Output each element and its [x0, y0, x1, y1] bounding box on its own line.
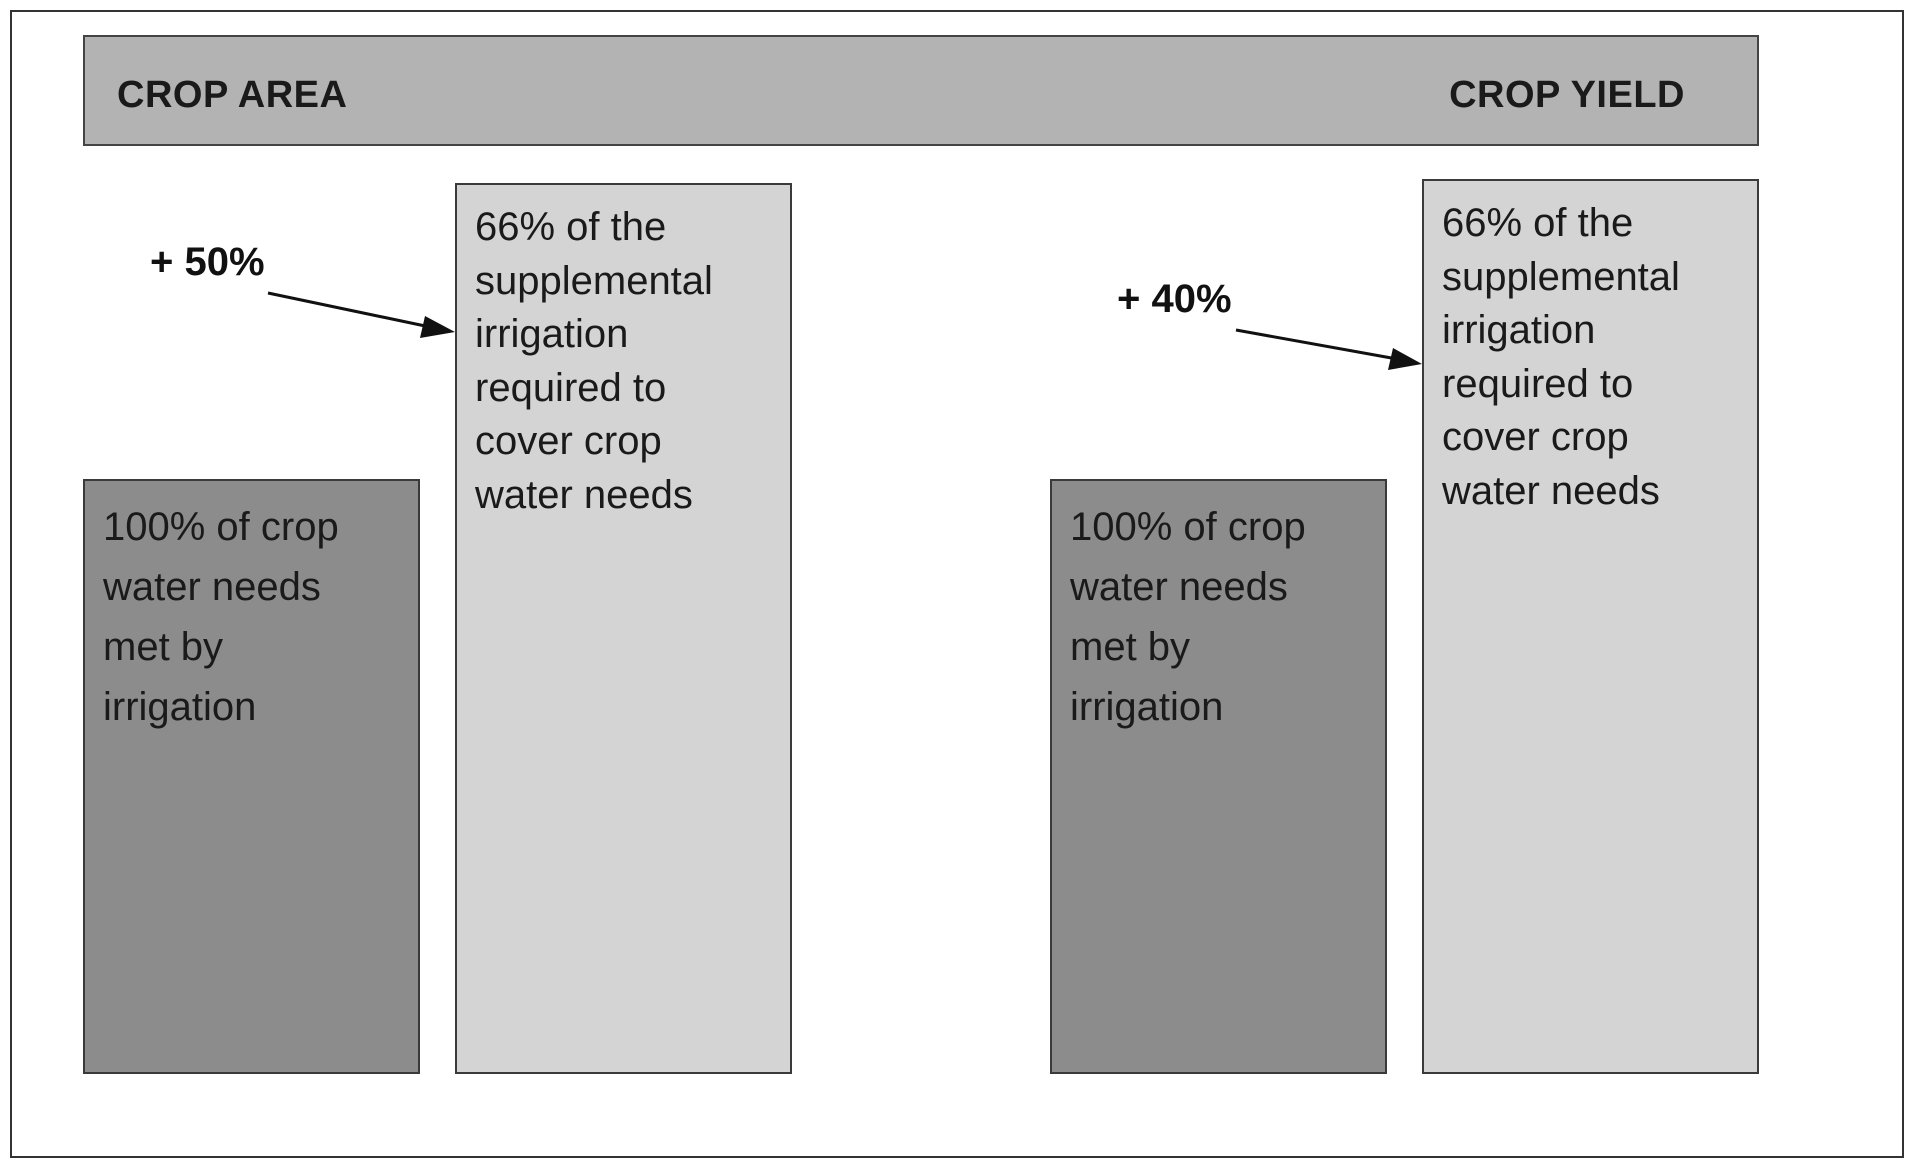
crop-yield-supplemental-bar: 66% of the supplemental irrigation requi… [1422, 179, 1759, 1074]
crop-area-base-bar: 100% of crop water needs met by irrigati… [83, 479, 420, 1074]
crop-yield-title: CROP YIELD [1449, 74, 1685, 116]
crop-yield-supplemental-bar-text: 66% of the supplemental irrigation requi… [1442, 201, 1680, 513]
crop-yield-base-bar: 100% of crop water needs met by irrigati… [1050, 479, 1387, 1074]
crop-yield-base-bar-text: 100% of crop water needs met by irrigati… [1070, 505, 1306, 729]
crop-area-supplemental-bar: 66% of the supplemental irrigation requi… [455, 183, 792, 1074]
crop-yield-increase-label: + 40% [1117, 277, 1232, 321]
crop-area-supplemental-bar-text: 66% of the supplemental irrigation requi… [475, 205, 713, 517]
crop-area-base-bar-text: 100% of crop water needs met by irrigati… [103, 505, 339, 729]
crop-area-title: CROP AREA [117, 74, 348, 116]
crop-area-increase-label: + 50% [150, 240, 265, 284]
header-bar: CROP AREA CROP YIELD [83, 35, 1759, 146]
